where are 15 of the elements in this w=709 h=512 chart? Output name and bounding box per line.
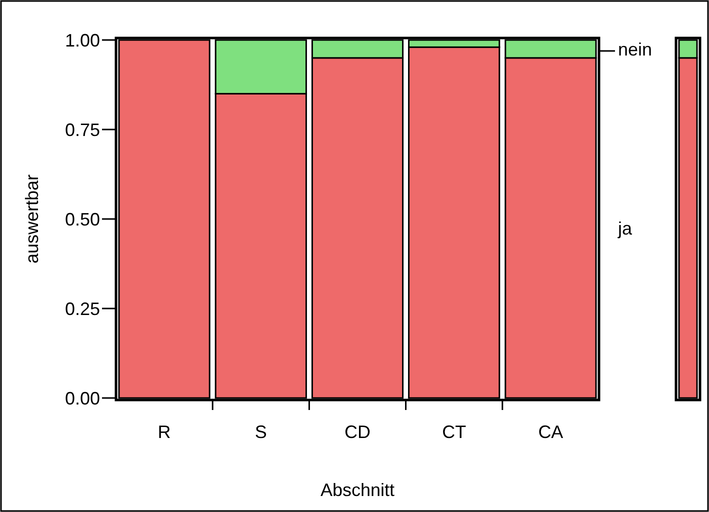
x-tick-label: CT <box>442 422 466 442</box>
series-label: ja <box>617 218 633 238</box>
y-tick-label: 0.25 <box>64 298 100 319</box>
y-axis-title: auswertbar <box>22 174 42 264</box>
y-tick-label: 1.00 <box>64 30 100 50</box>
y-tick-label: 0.00 <box>64 388 100 408</box>
x-axis-title: Abschnitt <box>320 480 395 500</box>
x-tick-label: CD <box>344 422 370 442</box>
x-tick-label: CA <box>538 422 564 442</box>
y-tick-label: 0.75 <box>64 120 100 140</box>
y-tick-label: 0.50 <box>64 209 100 230</box>
x-tick-label: S <box>254 422 267 442</box>
bar <box>118 39 210 399</box>
x-tick-label: R <box>158 422 171 442</box>
legend-label: nein <box>618 39 652 60</box>
